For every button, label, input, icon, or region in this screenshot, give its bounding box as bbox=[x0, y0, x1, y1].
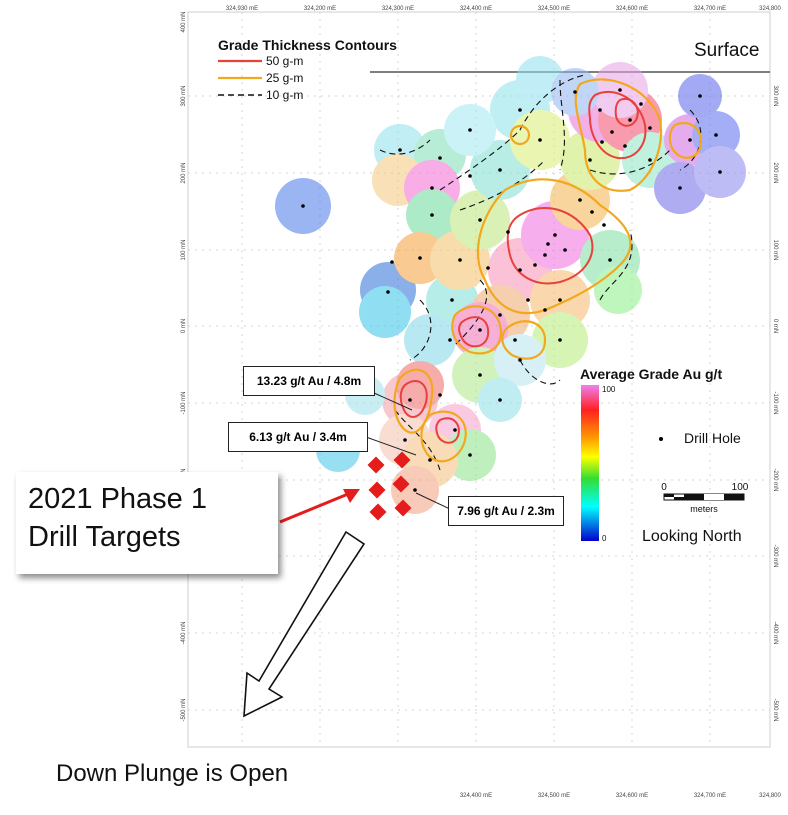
grade-min-label: 0 bbox=[602, 534, 607, 543]
drill-hole-legend-label: Drill Hole bbox=[684, 430, 741, 446]
down-plunge-arrow bbox=[243, 530, 366, 718]
contours-50gm bbox=[399, 90, 647, 444]
easting-tick: 324,930 mE bbox=[226, 6, 258, 12]
drill-holes bbox=[301, 88, 722, 492]
scale-unit-label: meters bbox=[690, 504, 718, 514]
northing-tick: -100 mN bbox=[181, 391, 187, 414]
contour-legend-25: 25 g-m bbox=[266, 71, 304, 85]
contour-legend-title: Grade Thickness Contours bbox=[218, 37, 397, 53]
northing-ticks-right: 300 mN 200 mN 100 mN 0 mN -100 mN -200 m… bbox=[772, 85, 778, 721]
easting-tick: 324,700 mE bbox=[694, 6, 726, 12]
northing-tick: 100 mN bbox=[181, 239, 187, 260]
down-plunge-label: Down Plunge is Open bbox=[56, 760, 289, 787]
easting-tick: 324,200 mE bbox=[304, 6, 336, 12]
target-pointer-arrow bbox=[279, 489, 360, 524]
easting-tick: 324,400 mE bbox=[460, 6, 492, 12]
contours-25gm bbox=[393, 78, 703, 463]
assay-callout-2: 6.13 g/t Au / 3.4m bbox=[228, 422, 368, 452]
northing-tick: -400 mN bbox=[772, 621, 778, 644]
callout-leaders bbox=[365, 392, 453, 511]
easting-tick: 324,800 bbox=[759, 6, 781, 12]
northing-tick: 300 mN bbox=[181, 85, 187, 106]
grade-max-label: 100 bbox=[602, 385, 616, 394]
northing-tick: -300 mN bbox=[772, 544, 778, 567]
looking-north-label: Looking North bbox=[642, 528, 742, 545]
easting-tick: 324,300 mE bbox=[382, 6, 414, 12]
easting-ticks-top: 324,930 mE 324,200 mE 324,300 mE 324,400… bbox=[226, 6, 782, 12]
easting-tick: 324,700 mE bbox=[694, 793, 726, 799]
easting-tick: 324,500 mE bbox=[538, 6, 570, 12]
scale-bar: 0 100 meters bbox=[661, 482, 749, 514]
northing-tick: -500 mN bbox=[181, 698, 187, 721]
drill-targets-label-box: 2021 Phase 1 Drill Targets bbox=[16, 472, 278, 574]
contour-legend-swatches bbox=[218, 59, 262, 96]
assay-callout-3: 7.96 g/t Au / 2.3m bbox=[448, 496, 564, 526]
northing-tick: 400 mN bbox=[181, 11, 187, 32]
northing-tick: 100 mN bbox=[772, 239, 778, 260]
easting-tick: 324,600 mE bbox=[616, 793, 648, 799]
northing-tick: -200 mN bbox=[772, 468, 778, 491]
northing-tick: 200 mN bbox=[181, 162, 187, 183]
northing-tick: -500 mN bbox=[772, 698, 778, 721]
scale-start-label: 0 bbox=[661, 482, 667, 493]
easting-tick: 324,800 bbox=[759, 793, 781, 799]
northing-ticks-left: 400 mN 300 mN 200 mN 100 mN 0 mN -100 mN… bbox=[181, 11, 187, 721]
surface-label: Surface bbox=[694, 40, 760, 61]
drill-hole-legend-dot bbox=[659, 437, 663, 441]
scale-end-label: 100 bbox=[732, 482, 749, 493]
assay-callout-1: 13.23 g/t Au / 4.8m bbox=[243, 366, 375, 396]
easting-tick: 324,600 mE bbox=[616, 6, 648, 12]
contours-10gm bbox=[379, 74, 702, 471]
drill-targets-line1: 2021 Phase 1 bbox=[28, 483, 207, 515]
grade-legend-title: Average Grade Au g/t bbox=[580, 366, 723, 382]
drill-target-diamonds bbox=[367, 451, 412, 521]
easting-tick: 324,400 mE bbox=[460, 793, 492, 799]
drill-targets-line2: Drill Targets bbox=[28, 521, 181, 553]
easting-ticks-bottom: 324,400 mE 324,500 mE 324,600 mE 324,700… bbox=[460, 793, 782, 799]
northing-tick: 300 mN bbox=[772, 85, 778, 106]
grade-color-bar bbox=[581, 385, 599, 541]
contour-legend-50: 50 g-m bbox=[266, 54, 304, 68]
northing-tick: 200 mN bbox=[772, 162, 778, 183]
northing-tick: 0 mN bbox=[181, 319, 187, 333]
northing-tick: 0 mN bbox=[772, 319, 778, 333]
easting-tick: 324,500 mE bbox=[538, 793, 570, 799]
northing-tick: -100 mN bbox=[772, 391, 778, 414]
contour-legend-10: 10 g-m bbox=[266, 88, 304, 102]
northing-tick: -400 mN bbox=[181, 621, 187, 644]
